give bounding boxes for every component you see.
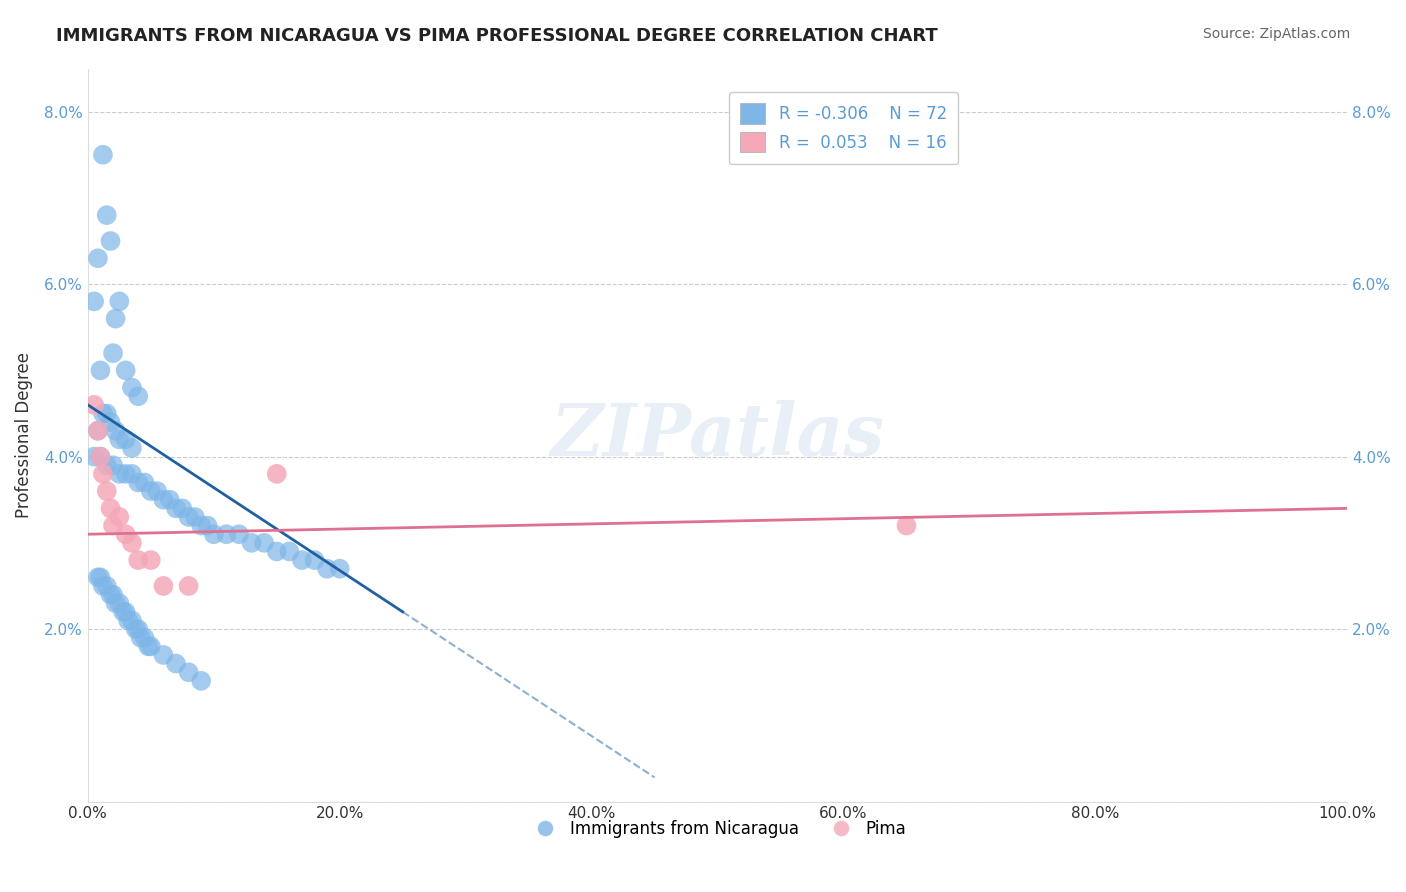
Point xyxy=(139,640,162,654)
Point xyxy=(139,553,162,567)
Point xyxy=(121,441,143,455)
Point xyxy=(159,492,181,507)
Point xyxy=(184,510,207,524)
Point xyxy=(101,346,124,360)
Point xyxy=(114,467,136,481)
Point xyxy=(165,501,187,516)
Point xyxy=(177,510,200,524)
Point xyxy=(152,648,174,662)
Point xyxy=(190,673,212,688)
Point xyxy=(101,588,124,602)
Point xyxy=(316,562,339,576)
Point xyxy=(125,622,148,636)
Point xyxy=(121,536,143,550)
Point xyxy=(83,450,105,464)
Point xyxy=(172,501,194,516)
Point xyxy=(104,311,127,326)
Point xyxy=(100,234,122,248)
Point xyxy=(139,484,162,499)
Point xyxy=(83,294,105,309)
Point xyxy=(152,579,174,593)
Point xyxy=(177,579,200,593)
Point xyxy=(96,458,118,473)
Text: ZIPatlas: ZIPatlas xyxy=(551,400,884,471)
Point xyxy=(165,657,187,671)
Point xyxy=(202,527,225,541)
Point xyxy=(266,544,288,558)
Point xyxy=(100,588,122,602)
Point xyxy=(896,518,918,533)
Point xyxy=(304,553,326,567)
Point xyxy=(121,381,143,395)
Point xyxy=(108,433,131,447)
Point xyxy=(87,424,110,438)
Point xyxy=(291,553,314,567)
Point xyxy=(152,492,174,507)
Point xyxy=(114,433,136,447)
Text: IMMIGRANTS FROM NICARAGUA VS PIMA PROFESSIONAL DEGREE CORRELATION CHART: IMMIGRANTS FROM NICARAGUA VS PIMA PROFES… xyxy=(56,27,938,45)
Point xyxy=(228,527,250,541)
Point xyxy=(96,484,118,499)
Point xyxy=(87,424,110,438)
Point xyxy=(83,398,105,412)
Point xyxy=(108,596,131,610)
Text: Source: ZipAtlas.com: Source: ZipAtlas.com xyxy=(1202,27,1350,41)
Point xyxy=(114,363,136,377)
Legend: Immigrants from Nicaragua, Pima: Immigrants from Nicaragua, Pima xyxy=(522,814,914,845)
Point xyxy=(100,501,122,516)
Point xyxy=(146,484,169,499)
Point xyxy=(100,415,122,429)
Point xyxy=(108,467,131,481)
Point xyxy=(129,631,152,645)
Point xyxy=(104,424,127,438)
Point xyxy=(96,407,118,421)
Point xyxy=(329,562,352,576)
Point xyxy=(127,622,149,636)
Point xyxy=(108,294,131,309)
Point xyxy=(121,467,143,481)
Point xyxy=(91,407,114,421)
Point xyxy=(89,570,111,584)
Point xyxy=(96,579,118,593)
Point xyxy=(215,527,238,541)
Point xyxy=(101,518,124,533)
Point xyxy=(266,467,288,481)
Point xyxy=(87,570,110,584)
Point xyxy=(114,527,136,541)
Point xyxy=(136,640,159,654)
Point xyxy=(89,450,111,464)
Point xyxy=(240,536,263,550)
Point xyxy=(127,553,149,567)
Point xyxy=(134,631,156,645)
Point xyxy=(197,518,219,533)
Point xyxy=(278,544,301,558)
Point xyxy=(91,147,114,161)
Point xyxy=(91,467,114,481)
Point xyxy=(96,208,118,222)
Point xyxy=(121,614,143,628)
Point xyxy=(127,389,149,403)
Point xyxy=(117,614,139,628)
Point xyxy=(112,605,135,619)
Point xyxy=(101,458,124,473)
Point xyxy=(87,252,110,266)
Point xyxy=(114,605,136,619)
Point xyxy=(91,579,114,593)
Point xyxy=(177,665,200,680)
Point xyxy=(190,518,212,533)
Point xyxy=(89,450,111,464)
Point xyxy=(134,475,156,490)
Point xyxy=(89,363,111,377)
Point xyxy=(253,536,276,550)
Point xyxy=(104,596,127,610)
Point xyxy=(108,510,131,524)
Point xyxy=(127,475,149,490)
Y-axis label: Professional Degree: Professional Degree xyxy=(15,352,32,518)
